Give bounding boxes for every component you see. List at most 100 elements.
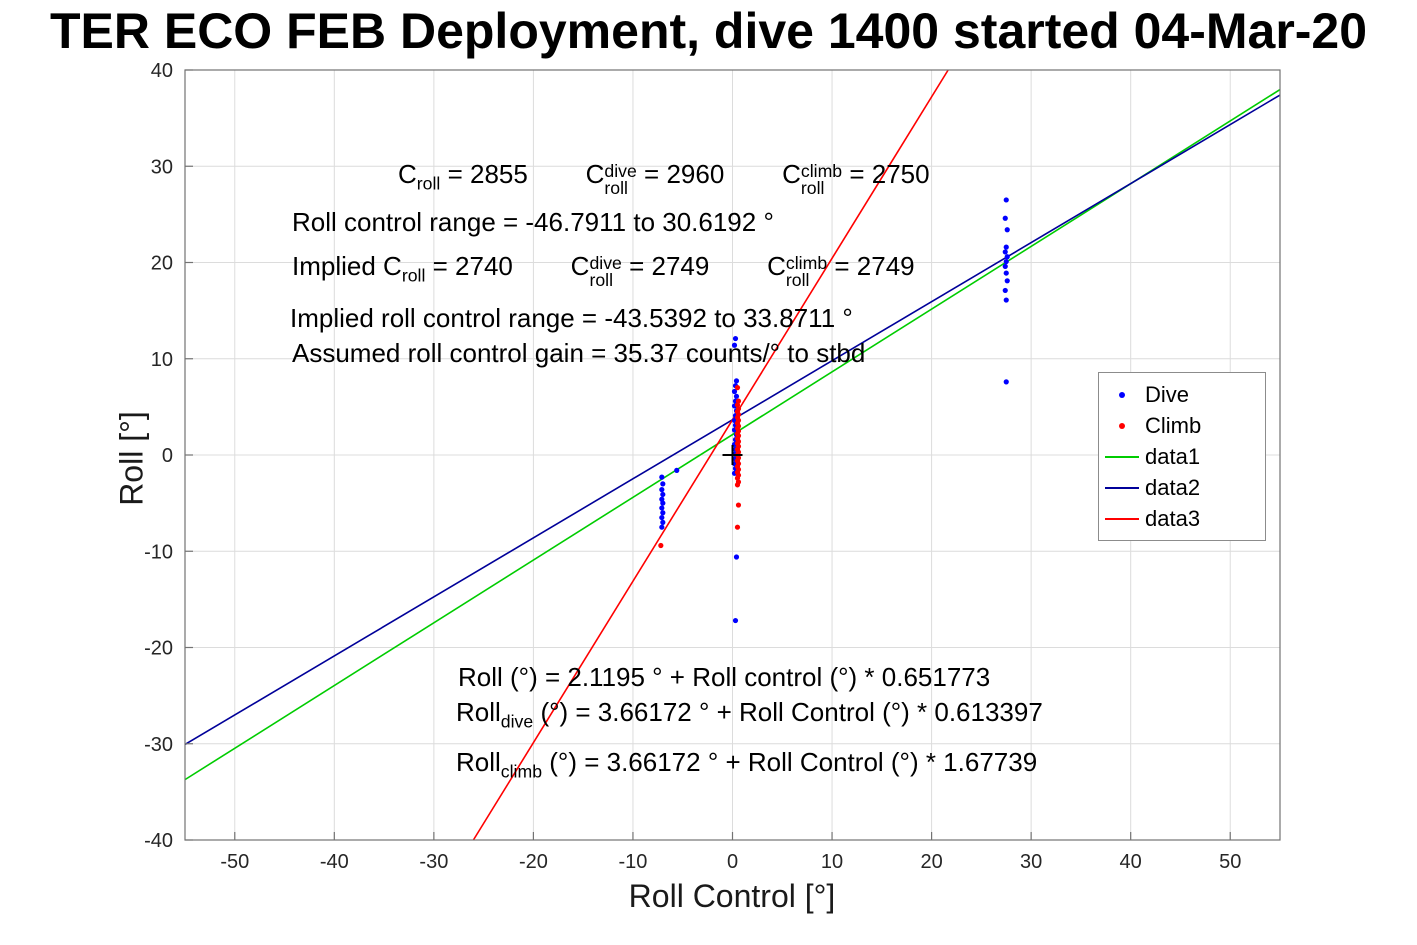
y-tick-label: 0 bbox=[162, 445, 173, 467]
dive-point bbox=[1004, 227, 1010, 233]
annotation-5: Roll (°) = 2.1195 ° + Roll control (°) *… bbox=[458, 662, 991, 693]
annotation-text: = 2749 bbox=[621, 251, 768, 281]
dive-point bbox=[1002, 263, 1008, 269]
dive-point bbox=[733, 554, 740, 560]
annotation-text: = 2740 bbox=[425, 251, 571, 281]
annotation-3: Implied roll control range = -43.5392 to… bbox=[290, 303, 853, 334]
dive-point bbox=[733, 378, 740, 384]
y-tick-label: -40 bbox=[144, 830, 173, 852]
dive-point bbox=[660, 491, 666, 498]
annotation-text: Roll bbox=[456, 697, 501, 727]
dive-point bbox=[1003, 297, 1009, 303]
y-tick-label: 30 bbox=[151, 156, 173, 178]
dive-point bbox=[1002, 287, 1008, 294]
legend-label: Dive bbox=[1145, 381, 1190, 407]
legend-dot-icon bbox=[1119, 391, 1125, 398]
dive-point bbox=[1003, 270, 1009, 276]
annotation-7: Rollclimb (°) = 3.66172 ° + Roll Control… bbox=[456, 747, 1037, 782]
annotation-text: = 2749 bbox=[827, 251, 915, 281]
dive-point bbox=[659, 487, 665, 493]
annotation-text: Roll bbox=[456, 747, 501, 777]
annotation-text: C bbox=[782, 159, 801, 189]
annotation-text: = 2750 bbox=[842, 159, 930, 189]
dive-point bbox=[659, 474, 665, 480]
annotation-text: C bbox=[767, 251, 786, 281]
annotation-subscript: dive bbox=[500, 711, 534, 732]
legend-dot-icon bbox=[1099, 391, 1145, 398]
legend-dot-icon bbox=[1099, 422, 1145, 429]
x-tick-label: 50 bbox=[1219, 851, 1241, 873]
legend: Dive Climb data1 data2 data3 bbox=[1098, 372, 1266, 541]
dive-point bbox=[660, 481, 666, 487]
x-tick-label: 30 bbox=[1020, 851, 1042, 873]
y-tick-label: 40 bbox=[151, 60, 173, 82]
dive-point bbox=[1003, 379, 1009, 385]
dive-point bbox=[731, 342, 738, 348]
dive-point bbox=[660, 519, 666, 525]
legend-line-icon bbox=[1105, 517, 1139, 520]
dive-point bbox=[659, 505, 665, 511]
annotation-4: Assumed roll control gain = 35.37 counts… bbox=[292, 338, 865, 369]
x-tick-label: 0 bbox=[727, 851, 738, 873]
legend-entry-data1: data1 bbox=[1099, 441, 1265, 472]
annotation-text: C bbox=[570, 251, 590, 281]
climb-point bbox=[734, 482, 741, 488]
annotation-text: Roll control range = -46.7911 to 30.6192… bbox=[292, 207, 774, 237]
legend-label: data2 bbox=[1145, 474, 1201, 500]
dive-point bbox=[674, 467, 680, 473]
legend-label: data1 bbox=[1145, 443, 1201, 469]
annotation-supsub: climb roll bbox=[800, 161, 843, 198]
legend-entry-climb: Climb bbox=[1099, 410, 1265, 441]
dive-point bbox=[732, 335, 739, 342]
dive-point bbox=[732, 617, 739, 624]
climb-point bbox=[735, 502, 742, 508]
dive-point bbox=[1002, 215, 1008, 221]
annotation-text: Roll (°) = 2.1195 ° + Roll control (°) *… bbox=[458, 662, 991, 692]
legend-line-icon bbox=[1105, 486, 1139, 489]
legend-line-icon bbox=[1099, 486, 1145, 489]
dive-point bbox=[731, 388, 738, 395]
annotation-supsub: dive roll bbox=[604, 161, 637, 198]
climb-point bbox=[734, 385, 741, 391]
annotation-6: Rolldive (°) = 3.66172 ° + Roll Control … bbox=[456, 697, 1043, 732]
climb-point bbox=[734, 524, 741, 530]
annotation-text: Implied C bbox=[292, 251, 402, 281]
y-tick-label: -30 bbox=[144, 734, 173, 756]
annotation-text: C bbox=[585, 159, 605, 189]
dive-point bbox=[659, 514, 665, 521]
dive-point bbox=[1003, 258, 1009, 265]
legend-entry-data3: data3 bbox=[1099, 503, 1265, 534]
legend-line-icon bbox=[1099, 455, 1145, 458]
annotation-subscript: roll bbox=[401, 265, 426, 286]
dive-point bbox=[1003, 244, 1009, 250]
legend-line-icon bbox=[1105, 455, 1139, 458]
legend-dot-icon bbox=[1119, 422, 1125, 429]
x-axis-label: Roll Control [°] bbox=[628, 878, 836, 914]
y-tick-label: 20 bbox=[151, 253, 173, 275]
legend-entry-dive: Dive bbox=[1099, 379, 1265, 410]
y-axis-label: Roll [°] bbox=[113, 411, 150, 506]
x-tick-label: -10 bbox=[619, 851, 648, 873]
dive-point bbox=[660, 500, 666, 506]
climb-point bbox=[658, 542, 664, 549]
x-tick-label: 10 bbox=[821, 851, 843, 873]
legend-line-icon bbox=[1099, 517, 1145, 520]
x-tick-label: -50 bbox=[220, 851, 249, 873]
dive-point bbox=[1004, 278, 1010, 284]
fit-line-data1 bbox=[184, 88, 1281, 781]
annotation-subscript: climb bbox=[500, 761, 543, 782]
legend-label: Climb bbox=[1145, 412, 1202, 438]
dive-point bbox=[1002, 249, 1008, 255]
fit-line-data3 bbox=[472, 69, 949, 841]
dive-point bbox=[733, 393, 740, 399]
x-tick-label: -30 bbox=[419, 851, 448, 873]
y-tick-label: 10 bbox=[151, 349, 173, 371]
annotation-text: = 2960 bbox=[636, 159, 783, 189]
annotation-text: (°) = 3.66172 ° + Roll Control (°) * 0.6… bbox=[533, 697, 1043, 727]
dive-point bbox=[659, 524, 665, 530]
legend-entry-data2: data2 bbox=[1099, 472, 1265, 503]
x-tick-label: 20 bbox=[920, 851, 942, 873]
x-tick-label: -40 bbox=[320, 851, 349, 873]
